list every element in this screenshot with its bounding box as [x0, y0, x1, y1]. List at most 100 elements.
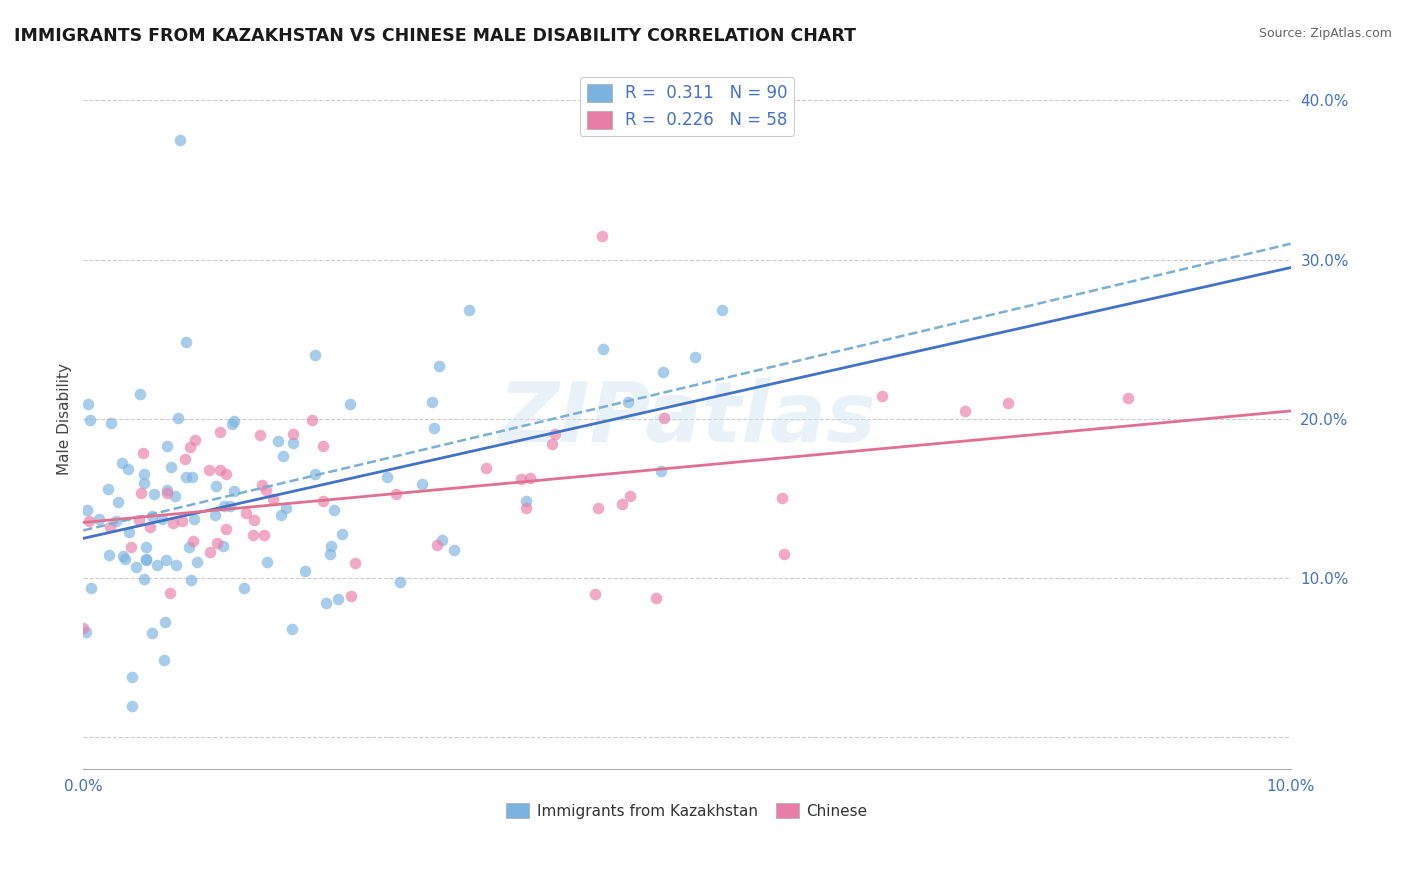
Point	[72, 621, 94, 635]
Point	[422, 421, 444, 435]
Point	[222, 414, 245, 428]
Point	[256, 555, 278, 569]
Point	[242, 512, 264, 526]
Point	[141, 626, 163, 640]
Point	[315, 596, 337, 610]
Point	[322, 503, 344, 517]
Y-axis label: Male Disability: Male Disability	[58, 363, 72, 475]
Point	[128, 513, 150, 527]
Point	[208, 425, 231, 440]
Point	[311, 439, 333, 453]
Point	[619, 489, 641, 503]
Point	[233, 581, 256, 595]
Point	[340, 589, 363, 603]
Point	[235, 507, 257, 521]
Point	[132, 475, 155, 490]
Point	[267, 434, 290, 449]
Point	[121, 669, 143, 683]
Point	[165, 558, 187, 572]
Point	[253, 527, 276, 541]
Point	[683, 350, 706, 364]
Point	[385, 487, 408, 501]
Point	[205, 478, 228, 492]
Point	[772, 491, 794, 506]
Point	[198, 545, 221, 559]
Point	[429, 359, 451, 374]
Point	[98, 548, 121, 562]
Point	[274, 500, 297, 515]
Point	[388, 574, 411, 589]
Point	[586, 500, 609, 515]
Point	[156, 483, 179, 497]
Point	[143, 487, 166, 501]
Point	[134, 572, 156, 586]
Point	[118, 525, 141, 540]
Point	[249, 428, 271, 442]
Point	[242, 528, 264, 542]
Point	[114, 552, 136, 566]
Point	[304, 348, 326, 362]
Point	[430, 533, 453, 547]
Point	[214, 467, 236, 482]
Point	[544, 426, 567, 441]
Point	[339, 396, 361, 410]
Point	[110, 456, 132, 470]
Point	[211, 540, 233, 554]
Point	[120, 541, 142, 555]
Point	[319, 547, 342, 561]
Point	[98, 520, 121, 534]
Legend: Immigrants from Kazakhstan, Chinese: Immigrants from Kazakhstan, Chinese	[501, 797, 875, 825]
Point	[443, 543, 465, 558]
Point	[330, 526, 353, 541]
Point	[221, 417, 243, 432]
Point	[263, 492, 285, 507]
Point	[997, 396, 1019, 410]
Point	[458, 302, 481, 317]
Point	[124, 560, 146, 574]
Point	[411, 477, 433, 491]
Point	[301, 413, 323, 427]
Point	[135, 540, 157, 554]
Point	[583, 586, 606, 600]
Point	[135, 553, 157, 567]
Text: Source: ZipAtlas.com: Source: ZipAtlas.com	[1258, 27, 1392, 40]
Point	[112, 549, 135, 563]
Point	[180, 469, 202, 483]
Point	[312, 494, 335, 508]
Point	[89, 512, 111, 526]
Point	[652, 411, 675, 425]
Point	[281, 426, 304, 441]
Point	[139, 519, 162, 533]
Point	[172, 514, 194, 528]
Point	[160, 459, 183, 474]
Point	[872, 389, 894, 403]
Point	[181, 534, 204, 549]
Point	[176, 335, 198, 350]
Point	[183, 512, 205, 526]
Point	[1116, 391, 1139, 405]
Point	[162, 516, 184, 531]
Point	[271, 450, 294, 464]
Point	[591, 228, 613, 243]
Point	[132, 446, 155, 460]
Point	[205, 536, 228, 550]
Point	[129, 485, 152, 500]
Text: IMMIGRANTS FROM KAZAKHSTAN VS CHINESE MALE DISABILITY CORRELATION CHART: IMMIGRANTS FROM KAZAKHSTAN VS CHINESE MA…	[14, 27, 856, 45]
Point	[198, 463, 221, 477]
Point	[250, 478, 273, 492]
Point	[167, 411, 190, 425]
Point	[650, 464, 672, 478]
Point	[214, 499, 236, 513]
Point	[121, 698, 143, 713]
Point	[270, 508, 292, 522]
Point	[159, 585, 181, 599]
Point	[304, 467, 326, 482]
Point	[156, 439, 179, 453]
Point	[422, 395, 444, 409]
Point	[645, 591, 668, 605]
Point	[100, 416, 122, 430]
Point	[515, 494, 537, 508]
Point	[772, 547, 794, 561]
Point	[169, 133, 191, 147]
Point	[218, 500, 240, 514]
